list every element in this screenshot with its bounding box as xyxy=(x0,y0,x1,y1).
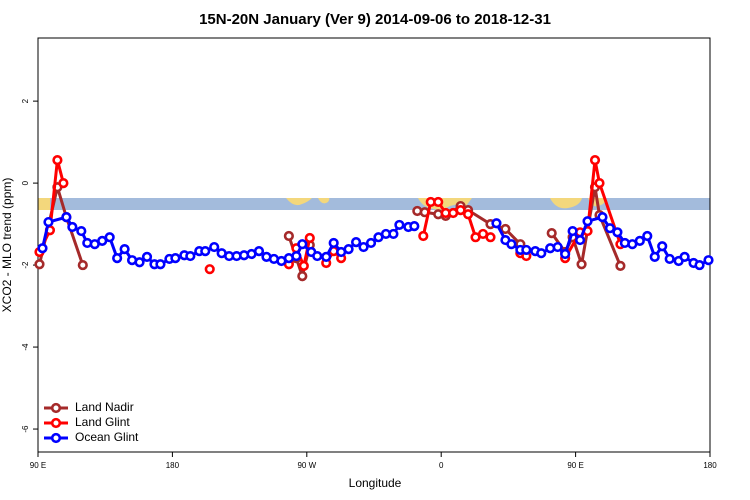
point xyxy=(141,251,153,262)
chart-title: 15N-20N January (Ver 9) 2014-09-06 to 20… xyxy=(199,11,551,28)
point xyxy=(297,271,308,282)
point xyxy=(462,209,474,220)
point xyxy=(582,216,593,227)
point xyxy=(328,237,339,249)
point xyxy=(67,221,78,233)
point xyxy=(304,232,315,244)
point xyxy=(61,212,72,223)
point xyxy=(679,251,690,262)
point xyxy=(76,225,87,237)
point xyxy=(185,250,196,262)
point xyxy=(546,228,557,239)
point xyxy=(200,246,211,257)
point xyxy=(552,241,563,253)
y-tick-label: 2 xyxy=(21,98,30,103)
x-tick-label: 180 xyxy=(166,461,180,470)
point xyxy=(253,246,265,257)
point xyxy=(34,259,45,270)
legend-label: Ocean Glint xyxy=(75,430,139,444)
x-tick-label: 90 E xyxy=(567,461,583,470)
point xyxy=(43,216,54,228)
legend-label: Land Glint xyxy=(75,415,130,429)
point xyxy=(312,250,323,262)
point xyxy=(283,230,294,242)
point xyxy=(418,230,429,242)
point xyxy=(612,227,623,238)
point xyxy=(291,250,302,262)
point xyxy=(58,178,69,189)
legend-marker xyxy=(50,432,62,444)
legend-marker xyxy=(50,402,62,414)
point xyxy=(97,235,108,247)
point xyxy=(642,230,653,242)
point xyxy=(500,223,511,235)
x-tick-label: 90 E xyxy=(30,461,46,470)
point xyxy=(350,237,362,248)
y-axis-label: XCO2 - MLO trend (ppm) xyxy=(0,178,14,313)
point xyxy=(104,232,115,243)
point xyxy=(204,264,215,275)
point xyxy=(597,212,608,223)
point xyxy=(536,248,547,259)
legend-marker xyxy=(50,417,62,429)
point xyxy=(703,255,714,266)
point xyxy=(521,244,532,256)
point xyxy=(365,237,377,249)
point xyxy=(433,196,444,208)
point xyxy=(574,234,586,246)
ocean-band xyxy=(38,198,710,210)
plot-frame xyxy=(37,37,711,453)
land-patch xyxy=(286,198,312,206)
point xyxy=(297,239,308,250)
point xyxy=(634,235,645,247)
point xyxy=(594,178,605,189)
point xyxy=(170,253,181,264)
point xyxy=(657,241,668,252)
point xyxy=(37,243,48,254)
x-tick-label: 90 W xyxy=(297,461,316,470)
point xyxy=(506,239,517,250)
point xyxy=(664,253,675,265)
point xyxy=(491,218,502,229)
point xyxy=(388,228,399,240)
point xyxy=(358,241,369,253)
point xyxy=(649,251,660,262)
x-tick-label: 180 xyxy=(703,461,717,470)
point xyxy=(343,243,354,255)
point xyxy=(119,243,130,255)
point xyxy=(298,260,309,272)
land-patch xyxy=(318,198,330,204)
point xyxy=(409,221,420,232)
point xyxy=(134,257,145,268)
point xyxy=(576,259,587,270)
point xyxy=(589,155,601,166)
y-tick-label: -6 xyxy=(21,425,30,433)
point xyxy=(485,232,496,243)
point xyxy=(155,259,166,270)
y-tick-label: 0 xyxy=(21,180,30,185)
land-patch xyxy=(38,198,50,210)
point xyxy=(694,259,705,271)
x-tick-label: 0 xyxy=(439,461,444,470)
point xyxy=(567,225,578,237)
point xyxy=(560,248,571,260)
land-patch xyxy=(550,198,582,209)
x-axis-label: Longitude xyxy=(349,476,402,490)
point xyxy=(321,251,332,262)
y-tick-label: -2 xyxy=(21,261,30,269)
point xyxy=(455,205,466,216)
point xyxy=(77,259,88,271)
point xyxy=(604,223,616,234)
point xyxy=(209,241,220,253)
point xyxy=(112,253,123,264)
point xyxy=(615,260,626,272)
point xyxy=(52,155,63,166)
legend-label: Land Nadir xyxy=(75,400,134,414)
point xyxy=(394,219,405,231)
y-tick-label: -4 xyxy=(21,343,30,351)
